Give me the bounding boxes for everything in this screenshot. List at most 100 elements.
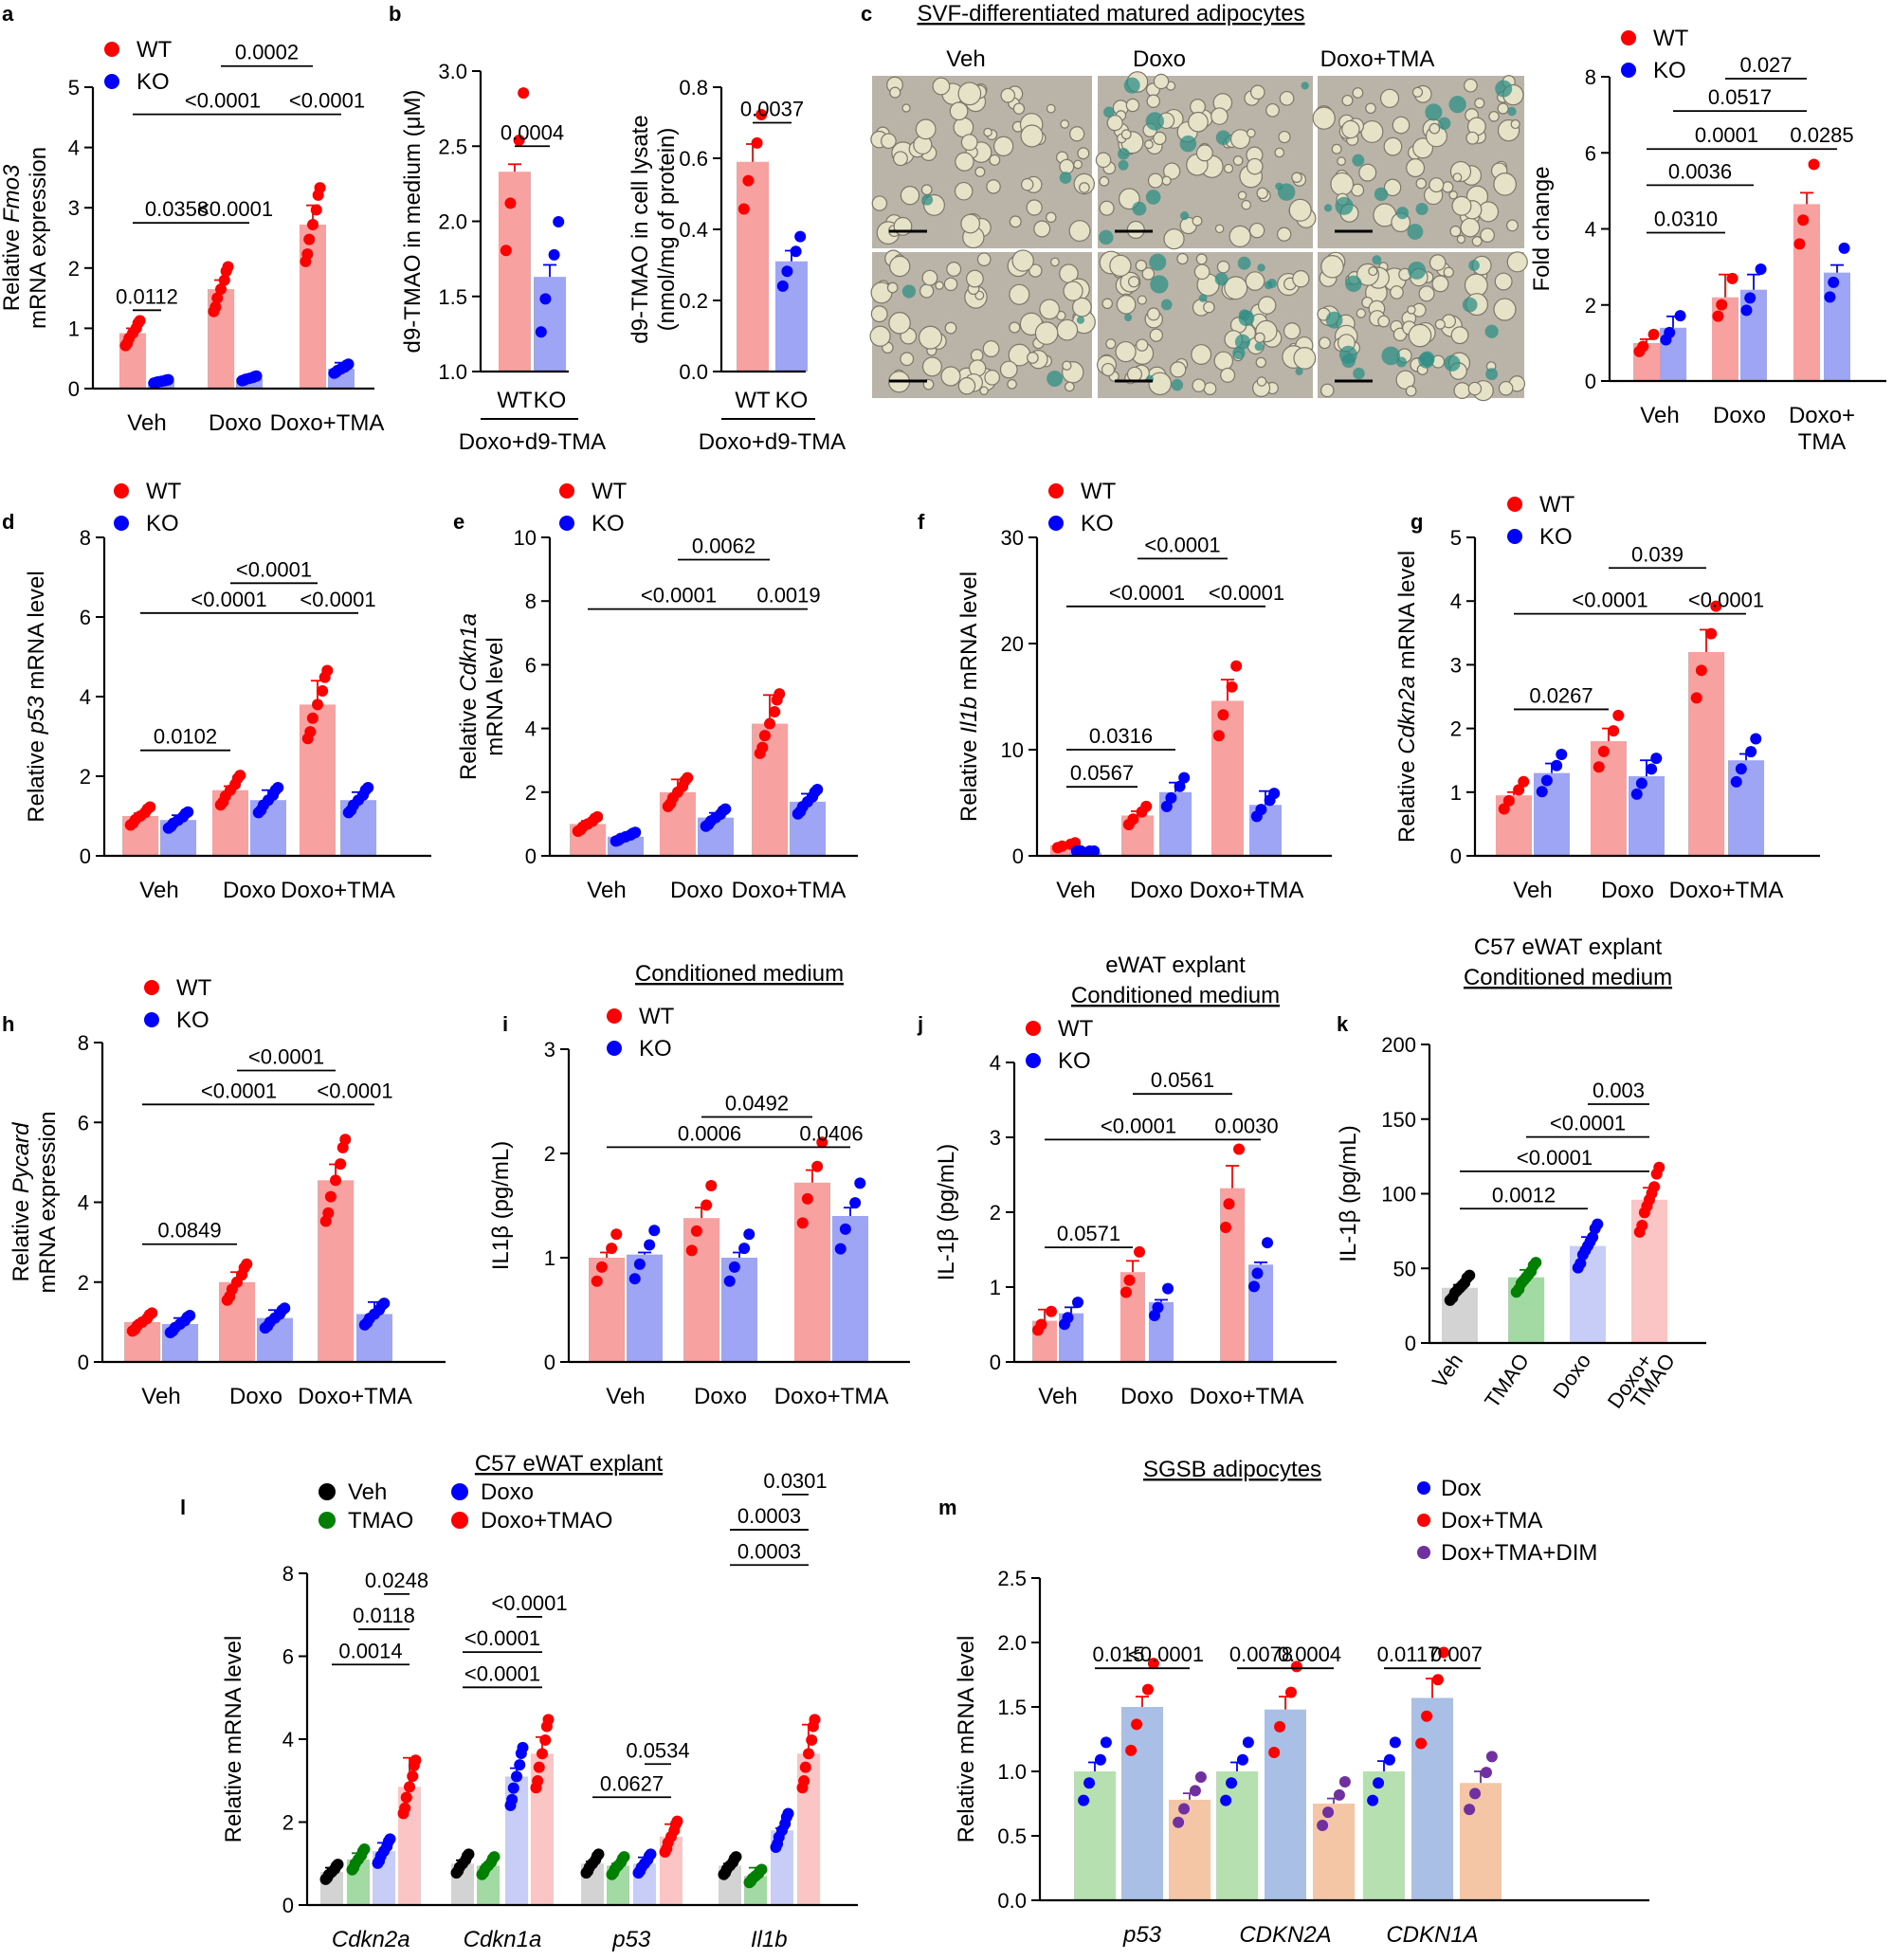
- data-point[interactable]: [373, 1855, 386, 1867]
- data-point[interactable]: [330, 1174, 341, 1187]
- data-point[interactable]: [1219, 1221, 1231, 1233]
- data-point[interactable]: [238, 1261, 250, 1274]
- data-point[interactable]: [220, 265, 232, 278]
- data-point[interactable]: [1485, 1751, 1498, 1763]
- data-point[interactable]: [1480, 1767, 1492, 1779]
- bar-m[interactable]: [1216, 1771, 1258, 1900]
- data-point[interactable]: [312, 189, 324, 201]
- bar-f[interactable]: [1050, 844, 1083, 856]
- data-point[interactable]: [809, 786, 821, 798]
- data-point[interactable]: [1194, 1771, 1207, 1784]
- data-point[interactable]: [803, 1748, 814, 1760]
- bar-c[interactable]: [1793, 204, 1820, 381]
- data-point[interactable]: [255, 804, 267, 816]
- data-point[interactable]: [127, 327, 138, 339]
- bar-j[interactable]: [1248, 1264, 1273, 1362]
- data-point[interactable]: [1160, 800, 1173, 812]
- data-point[interactable]: [780, 1811, 792, 1824]
- data-point[interactable]: [1247, 1280, 1260, 1293]
- data-point[interactable]: [610, 1228, 623, 1241]
- data-point[interactable]: [1650, 1168, 1663, 1180]
- data-point[interactable]: [1083, 1777, 1096, 1789]
- data-point[interactable]: [591, 1850, 603, 1862]
- data-point[interactable]: [802, 795, 813, 808]
- data-point[interactable]: [1274, 1720, 1286, 1733]
- data-point[interactable]: [167, 1325, 179, 1337]
- bar-m[interactable]: [1313, 1804, 1355, 1900]
- data-point[interactable]: [758, 730, 771, 742]
- data-point[interactable]: [1178, 771, 1191, 784]
- bar-g[interactable]: [1688, 651, 1724, 856]
- data-point[interactable]: [1035, 1318, 1047, 1331]
- data-point[interactable]: [513, 134, 525, 146]
- data-point[interactable]: [661, 1842, 673, 1855]
- data-point[interactable]: [548, 248, 560, 261]
- data-point[interactable]: [648, 1225, 661, 1237]
- data-point[interactable]: [1230, 660, 1243, 672]
- data-point[interactable]: [511, 1770, 522, 1783]
- data-point[interactable]: [1437, 1646, 1449, 1659]
- data-point[interactable]: [248, 371, 261, 383]
- data-point[interactable]: [1147, 1658, 1159, 1670]
- data-point[interactable]: [238, 374, 250, 387]
- data-point[interactable]: [262, 1320, 274, 1333]
- data-point[interactable]: [1502, 794, 1515, 807]
- data-point[interactable]: [165, 821, 177, 833]
- data-point[interactable]: [701, 1199, 713, 1211]
- data-point[interactable]: [535, 326, 547, 338]
- data-point[interactable]: [616, 1852, 628, 1864]
- data-point[interactable]: [209, 300, 222, 313]
- data-point[interactable]: [1735, 763, 1747, 775]
- data-point[interactable]: [1383, 1753, 1395, 1766]
- data-point[interactable]: [540, 1720, 553, 1733]
- bar-m[interactable]: [1411, 1697, 1453, 1900]
- data-point[interactable]: [143, 1309, 155, 1321]
- data-point[interactable]: [506, 1793, 519, 1806]
- bar-m[interactable]: [1460, 1783, 1502, 1900]
- data-point[interactable]: [369, 1308, 380, 1320]
- data-point[interactable]: [514, 1759, 526, 1771]
- data-point[interactable]: [628, 1273, 641, 1285]
- data-point[interactable]: [1584, 1236, 1596, 1248]
- data-point[interactable]: [1173, 1816, 1185, 1828]
- data-point[interactable]: [849, 1197, 862, 1209]
- bar-d[interactable]: [300, 704, 336, 856]
- data-point[interactable]: [1690, 692, 1702, 704]
- bar-j[interactable]: [1120, 1272, 1145, 1362]
- data-point[interactable]: [1373, 1777, 1385, 1789]
- data-point[interactable]: [174, 1317, 186, 1330]
- bar-g[interactable]: [1534, 772, 1570, 856]
- data-point[interactable]: [794, 230, 807, 243]
- data-point[interactable]: [1338, 1776, 1351, 1788]
- data-point[interactable]: [690, 1225, 702, 1237]
- data-point[interactable]: [1056, 840, 1068, 852]
- data-point[interactable]: [1421, 1710, 1433, 1722]
- data-point[interactable]: [304, 726, 317, 738]
- data-point[interactable]: [702, 818, 715, 830]
- data-point[interactable]: [1527, 1260, 1539, 1272]
- data-point[interactable]: [173, 814, 184, 826]
- data-point[interactable]: [1740, 304, 1753, 317]
- data-point[interactable]: [1597, 745, 1610, 757]
- data-point[interactable]: [1513, 1283, 1525, 1296]
- data-point[interactable]: [1469, 1788, 1482, 1800]
- data-point[interactable]: [1094, 1753, 1106, 1766]
- bar-m[interactable]: [1121, 1707, 1163, 1900]
- data-point[interactable]: [1646, 1187, 1658, 1199]
- data-point[interactable]: [799, 1761, 811, 1773]
- bar-b2[interactable]: [775, 261, 808, 372]
- data-point[interactable]: [1540, 774, 1553, 787]
- data-point[interactable]: [717, 805, 729, 817]
- data-point[interactable]: [679, 774, 691, 787]
- data-point[interactable]: [781, 265, 793, 278]
- data-point[interactable]: [160, 373, 173, 386]
- bar-i[interactable]: [589, 1258, 625, 1362]
- data-point[interactable]: [337, 1141, 349, 1153]
- data-point[interactable]: [504, 197, 517, 209]
- data-point[interactable]: [1513, 784, 1525, 796]
- data-point[interactable]: [612, 834, 625, 846]
- data-point[interactable]: [1695, 664, 1707, 677]
- data-point[interactable]: [807, 1720, 819, 1733]
- data-point[interactable]: [798, 1775, 810, 1788]
- data-point[interactable]: [606, 1243, 618, 1255]
